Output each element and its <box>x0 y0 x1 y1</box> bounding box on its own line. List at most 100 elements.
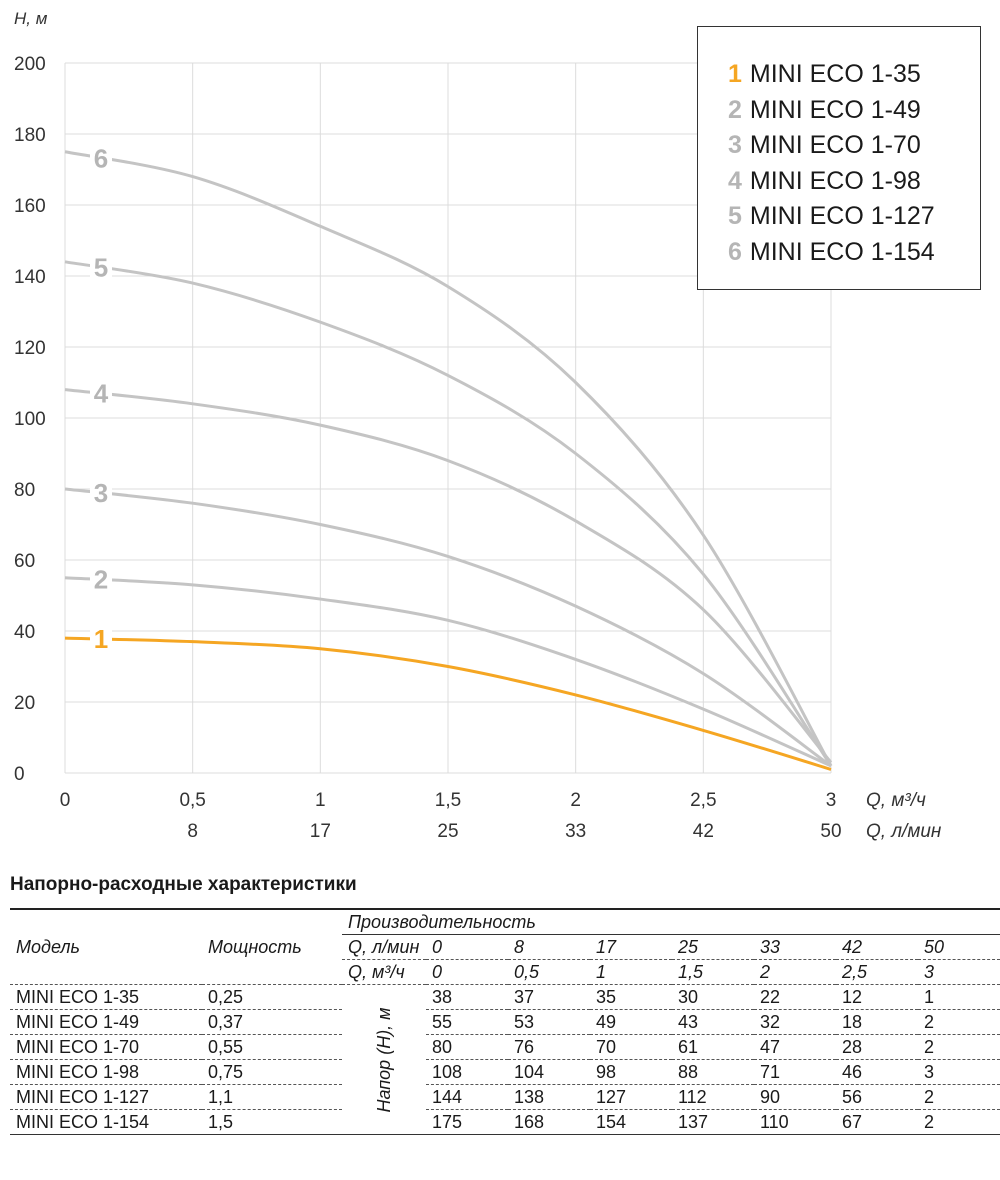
legend-number: 5 <box>728 202 742 230</box>
header-power: Мощность <box>208 936 302 957</box>
power-cell: 0,25 <box>202 984 342 1010</box>
q-lmin-1: 8 <box>508 934 590 960</box>
value-cell: 1 <box>918 984 1000 1010</box>
power-cell: 0,75 <box>202 1059 342 1085</box>
y-tick-label: 80 <box>14 480 35 501</box>
value-cell: 90 <box>754 1084 836 1110</box>
x-tick-label-m3h: 2,5 <box>690 790 716 811</box>
value-cell: 43 <box>672 1009 754 1035</box>
legend-number: 6 <box>728 237 742 266</box>
value-cell: 98 <box>590 1059 672 1085</box>
legend-item: 1 MINI ECO 1-35 <box>728 57 980 93</box>
value-cell: 46 <box>836 1059 918 1085</box>
value-cell: 38 <box>426 984 508 1010</box>
value-cell: 12 <box>836 984 918 1010</box>
power-cell: 1,1 <box>202 1084 342 1110</box>
x-tick-label-m3h: 3 <box>826 790 837 811</box>
value-cell: 144 <box>426 1084 508 1110</box>
y-axis-label: H, м <box>14 9 48 28</box>
value-cell: 138 <box>508 1084 590 1110</box>
series-label-bg <box>90 381 112 406</box>
value-cell: 28 <box>836 1034 918 1060</box>
head-label: Напор (H), м <box>374 1006 394 1113</box>
value-cell: 37 <box>508 984 590 1010</box>
value-cell: 168 <box>508 1109 590 1135</box>
q-m3h-6: 3 <box>924 962 935 982</box>
model-cell: MINI ECO 1-49 <box>10 1009 202 1035</box>
x-tick-label-m3h: 1,5 <box>435 790 461 811</box>
table-row: MINI ECO 1-70 0,55 80 76 70 61 47 28 2 <box>10 1034 1000 1060</box>
q-m3h-0: 0 <box>432 962 443 982</box>
model-cell: MINI ECO 1-35 <box>10 984 202 1010</box>
x-tick-label-lmin: 33 <box>565 821 586 842</box>
table-title: Напорно-расходные характеристики <box>10 874 357 895</box>
power-cell: 0,37 <box>202 1009 342 1035</box>
y-tick-label: 160 <box>14 196 46 217</box>
value-cell: 137 <box>672 1109 754 1135</box>
x-tick-label-lmin: 42 <box>693 821 714 842</box>
y-tick-label: 200 <box>14 54 46 75</box>
x-tick-label-m3h: 0 <box>60 790 71 811</box>
x-tick-label-lmin: 50 <box>820 821 841 842</box>
chart-curves: 1 2 3 4 5 6 <box>64 144 833 771</box>
value-cell: 2 <box>918 1009 1000 1035</box>
legend-number: 1 <box>728 60 742 88</box>
legend-item: 4 MINI ECO 1-98 <box>728 164 980 200</box>
value-cell: 32 <box>754 1009 836 1035</box>
series-label-bg <box>90 627 112 652</box>
series-label-4: 4 <box>94 378 109 408</box>
model-cell: MINI ECO 1-70 <box>10 1034 202 1060</box>
q-lmin-0: 0 <box>426 934 508 960</box>
model-cell: MINI ECO 1-98 <box>10 1059 202 1085</box>
table-row: MINI ECO 1-35 0,25 Напор (H), м 38 37 35 30 22 1… <box>10 984 1000 1135</box>
header-model: Модель <box>16 936 80 957</box>
value-cell: 30 <box>672 984 754 1010</box>
header-power-cell <box>202 908 342 935</box>
x-tick-label-m3h: 1 <box>315 790 326 811</box>
value-cell: 175 <box>426 1109 508 1135</box>
y-tick-label: 120 <box>14 338 46 359</box>
value-cell: 56 <box>836 1084 918 1110</box>
series-line-2 <box>64 576 832 768</box>
q-m3h-4: 2 <box>760 962 771 982</box>
y-tick-label: 40 <box>14 622 35 643</box>
q-lmin-6: 50 <box>918 934 1000 960</box>
x-tick-label-m3h: 2 <box>570 790 581 811</box>
table-row: MINI ECO 1-127 1,1 144 138 127 112 90 56 2 <box>10 1084 1000 1110</box>
q-lmin-2: 17 <box>590 934 672 960</box>
value-cell: 110 <box>754 1109 836 1135</box>
value-cell: 2 <box>918 1109 1000 1135</box>
series-label-2: 2 <box>94 565 108 595</box>
q-lmin-4: 33 <box>754 934 836 960</box>
y-tick-label: 180 <box>14 125 46 146</box>
q-m3h-5: 2,5 <box>842 962 868 982</box>
series-line-4 <box>64 388 833 764</box>
legend-label: MINI ECO 1-49 <box>749 95 921 124</box>
legend-label: MINI ECO 1-154 <box>749 237 935 266</box>
series-line-3 <box>64 487 832 768</box>
header-q-m3h-label: Q, м³/ч <box>348 962 405 982</box>
series-label-bg <box>90 146 112 171</box>
legend-item: 5 MINI ECO 1-127 <box>728 199 980 235</box>
value-cell: 88 <box>672 1059 754 1085</box>
x-tick-label-lmin: 8 <box>187 821 198 842</box>
value-cell: 49 <box>590 1009 672 1035</box>
y-tick-label: 140 <box>14 267 46 288</box>
chart-grid <box>64 62 832 774</box>
series-label-bg <box>90 567 112 592</box>
y-tick-label: 0 <box>14 764 25 785</box>
value-cell: 108 <box>426 1059 508 1085</box>
series-line-1 <box>64 636 832 771</box>
series-line-5 <box>64 260 833 767</box>
performance-table: Производительность Модель Мощность Q, л/… <box>10 908 1000 1135</box>
value-cell: 154 <box>590 1109 672 1135</box>
legend-number: 3 <box>728 131 742 159</box>
series-label-5: 5 <box>94 253 108 283</box>
legend-item: 3 MINI ECO 1-70 <box>728 128 980 164</box>
x-tick-label-lmin: 25 <box>437 821 458 842</box>
x-tick-label-m3h: 0,5 <box>179 790 205 811</box>
value-cell: 104 <box>508 1059 590 1085</box>
value-cell: 3 <box>918 1059 1000 1085</box>
legend-label: MINI ECO 1-98 <box>749 166 921 195</box>
value-cell: 2 <box>918 1034 1000 1060</box>
